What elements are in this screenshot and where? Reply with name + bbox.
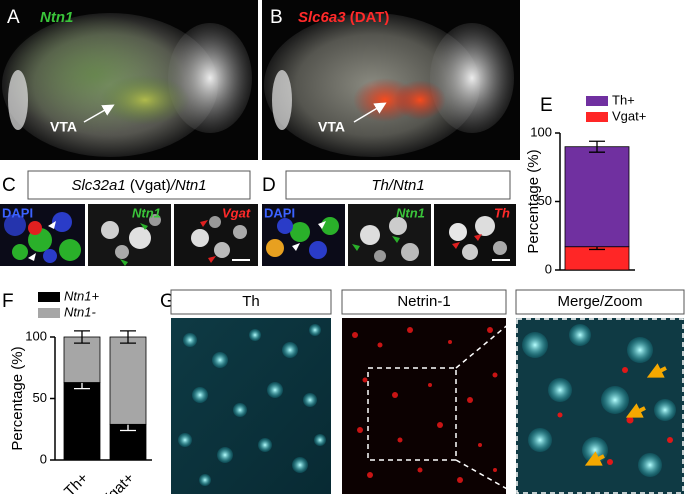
y-axis-label: Percentage (%) [525,149,542,253]
x-tick-label: Vgat+ [98,469,138,494]
legend-swatch [38,292,60,302]
panel-g: G Th Netrin-1 Merge/Zoom [160,289,685,494]
y-axis-label: Percentage (%) [9,346,26,450]
bar-segment [564,246,630,271]
bar-segment [564,146,630,248]
legend-label: Vgat+ [612,108,646,123]
channel-label: DAPI [264,205,295,220]
signal [100,75,190,125]
channel-label: Vgat [222,205,251,220]
cerebellum [430,23,514,133]
panel-letter: C [2,175,16,196]
y-tick-label: 100 [530,124,552,139]
panel-header: Merge/Zoom [557,293,642,310]
header-box [341,289,507,315]
y-tick-label: 50 [538,193,552,208]
panel-header: Th/Ntn1 [371,177,424,194]
region-label: VTA [50,119,77,135]
y-tick-label: 100 [25,328,47,343]
panel-b: B Slc6a3 (DAT) VTA [262,0,520,160]
error-bar [74,330,90,344]
panel-header: Netrin-1 [397,293,450,310]
arrow [83,104,115,123]
gene-label: Ntn1 [40,9,73,26]
legend-label: Ntn1- [64,304,96,319]
panel-a: A Ntn1 VTA [0,0,258,160]
channel-label: DAPI [2,205,33,220]
error-bar [120,330,136,344]
channel-label: Ntn1 [396,205,425,220]
region-label: VTA [318,119,345,135]
legend-label: Ntn1+ [64,288,99,303]
bar-segment [63,382,101,461]
panel-header: Slc32a1 (Vgat)/Ntn1 [71,177,206,194]
arrow [353,102,387,123]
bulb [8,70,28,130]
panel-header: Th [242,293,260,310]
panel-d: D Th/Ntn1 DAPI Ntn1 Th [262,170,516,266]
header-box [170,289,332,315]
gene-label: Slc6a3 (DAT) [298,9,389,26]
bulb [272,70,292,130]
y-tick-label: 0 [545,261,552,276]
signal [394,80,446,120]
legend-swatch [586,112,608,122]
y-tick-label: 50 [33,390,47,405]
legend-label: Th+ [612,92,635,107]
micrograph [342,318,506,494]
header-box [285,170,511,200]
header-box [27,170,251,200]
panel-letter: E [540,95,553,116]
panel-letter: B [270,7,283,28]
cerebellum [168,23,252,133]
channel-label: Ntn1 [132,205,161,220]
panel-letter: A [7,7,20,28]
panel-letter: D [262,175,276,196]
bar-segment [109,336,147,425]
error-bar [589,140,605,153]
y-tick-label: 0 [40,451,47,466]
legend-swatch [586,96,608,106]
channel-label: Th [494,205,510,220]
bar-segment [63,336,101,383]
header-box [515,289,685,315]
panel-letter: F [2,291,14,312]
panel-c: C Slc32a1 (Vgat)/Ntn1 DAPI Ntn1 Vgat [0,170,258,266]
x-tick-label: Th+ [61,469,92,494]
legend-swatch [38,308,60,318]
